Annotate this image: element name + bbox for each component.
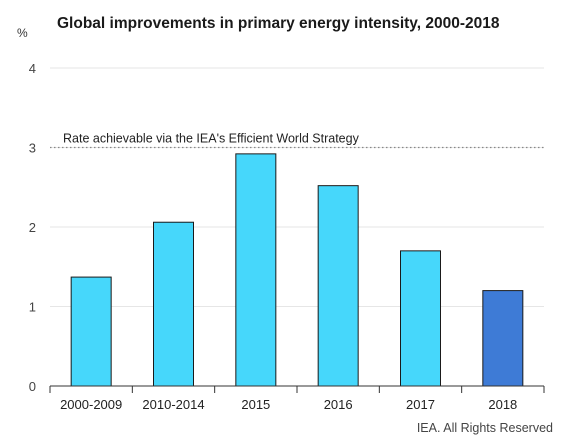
bar-2016 — [317, 185, 359, 387]
y-tick-label: 1 — [29, 300, 36, 315]
x-axis-ticks: 2000-2009 2010-2014 2015 2016 2017 2018 — [60, 397, 517, 412]
bar-2017 — [400, 250, 441, 387]
y-tick-label: 4 — [29, 61, 36, 76]
y-unit-label: % — [17, 26, 28, 40]
chart-title: Global improvements in primary energy in… — [57, 15, 500, 32]
gridlines — [50, 67, 544, 307]
bars — [70, 153, 524, 387]
credit-text: IEA. All Rights Reserved — [416, 421, 553, 435]
x-axis — [49, 385, 545, 393]
x-tick-label: 2000-2009 — [60, 397, 122, 412]
x-tick-label: 2017 — [406, 397, 435, 412]
x-tick-label: 2015 — [241, 397, 270, 412]
bar-2018 — [482, 290, 524, 387]
x-tick-label: 2010-2014 — [142, 397, 204, 412]
bar-2015 — [235, 153, 277, 387]
bar-2000-2009 — [70, 276, 112, 387]
reference-line-label: Rate achievable via the IEA's Efficient … — [63, 132, 360, 146]
y-axis-ticks: 0 1 2 3 4 — [29, 61, 36, 394]
x-tick-label: 2016 — [324, 397, 353, 412]
y-tick-label: 2 — [29, 220, 36, 235]
y-tick-label: 3 — [29, 141, 36, 156]
y-tick-label: 0 — [29, 379, 36, 394]
reference-line-group: Rate achievable via the IEA's Efficient … — [50, 132, 544, 149]
x-tick-label: 2018 — [488, 397, 517, 412]
bar-2010-2014 — [153, 221, 194, 387]
